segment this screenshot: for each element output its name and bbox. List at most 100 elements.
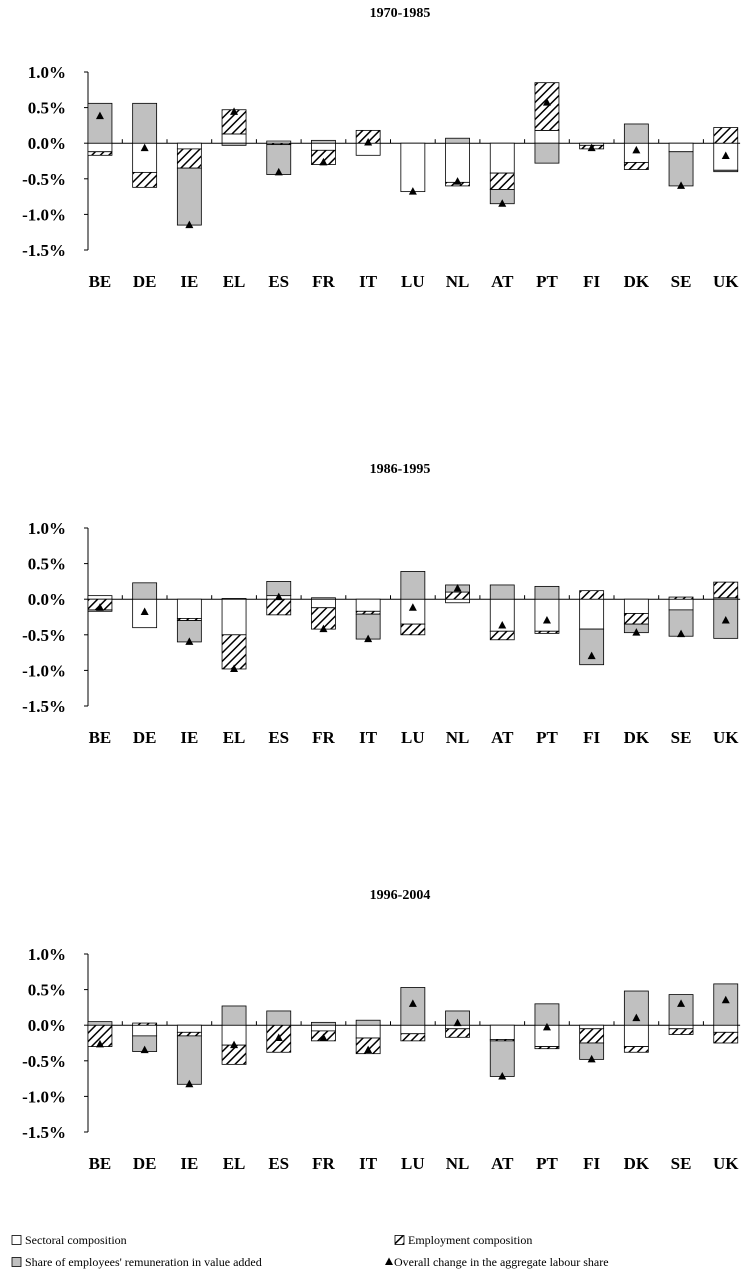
marker	[632, 145, 641, 154]
bar-segment	[489, 630, 515, 641]
bar-segment	[87, 595, 113, 600]
marker	[364, 634, 373, 643]
legend-label: Sectoral composition	[25, 1233, 127, 1247]
marker	[95, 111, 104, 120]
x-tick-label: ES	[268, 1154, 289, 1173]
marker	[677, 629, 686, 638]
bar-segment	[132, 1022, 158, 1026]
bar-segment	[311, 1021, 336, 1026]
bar-segment	[534, 142, 560, 164]
bar-segment	[623, 162, 649, 170]
bar-segment	[579, 628, 605, 666]
x-tick-label: IE	[180, 272, 198, 291]
x-tick-label: NL	[446, 272, 470, 291]
bar-segment	[176, 1031, 202, 1037]
bar-segment	[87, 1021, 113, 1026]
bar-segment	[623, 613, 649, 625]
marker	[632, 628, 641, 636]
marker	[230, 664, 239, 672]
bar-segment	[221, 598, 247, 600]
bar-segment	[400, 623, 426, 636]
x-tick-label: BE	[89, 1154, 112, 1173]
y-tick-label: -1.0%	[22, 1087, 66, 1106]
marker	[140, 1045, 149, 1054]
x-tick-label: NL	[446, 728, 470, 747]
bar-segment	[311, 598, 336, 609]
y-tick-label: -1.5%	[22, 697, 66, 716]
x-tick-label: SE	[671, 272, 692, 291]
x-tick-label: AT	[491, 1154, 514, 1173]
marker	[140, 143, 149, 152]
bar-segment	[713, 169, 739, 173]
x-tick-label: EL	[223, 1154, 246, 1173]
marker	[498, 199, 507, 207]
marker	[95, 1039, 104, 1048]
legend-swatch	[11, 1235, 22, 1245]
marker	[542, 98, 551, 106]
bar-segment	[311, 1024, 336, 1032]
marker	[453, 1018, 462, 1027]
bar-segment	[668, 142, 694, 153]
y-tick-label: 1.0%	[28, 63, 66, 82]
bar-segment	[221, 598, 247, 636]
bar-segment	[355, 1024, 381, 1039]
y-tick-label: 0.0%	[28, 1016, 66, 1035]
x-tick-label: UK	[713, 272, 739, 291]
bar-segment	[534, 585, 560, 600]
bar-segment	[221, 1005, 247, 1026]
bar-segment	[534, 82, 560, 131]
bar-segment	[445, 142, 470, 183]
bar-segment	[176, 598, 202, 619]
marker	[274, 1033, 283, 1042]
x-tick-label: EL	[223, 272, 246, 291]
marker	[632, 1013, 641, 1022]
x-tick-label: ES	[268, 272, 289, 291]
bar-segment	[489, 584, 515, 600]
marker	[364, 137, 373, 146]
x-tick-label: IE	[180, 728, 198, 747]
marker	[408, 603, 417, 611]
y-tick-label: 0.0%	[28, 590, 66, 609]
chart-title: 1986-1995	[370, 462, 431, 477]
marker	[453, 177, 462, 185]
bar-segment	[489, 172, 515, 190]
x-tick-label: PT	[536, 1154, 558, 1173]
bar-segment	[400, 598, 426, 625]
marker	[542, 616, 551, 624]
chart-title: 1970-1985	[370, 6, 431, 21]
chart-title: 1996-2004	[370, 888, 431, 903]
x-tick-label: IE	[180, 1154, 198, 1173]
legend-swatch	[11, 1257, 22, 1267]
marker	[721, 616, 730, 624]
legend-swatch	[394, 1235, 405, 1245]
x-tick-label: FR	[312, 728, 335, 747]
bar-segment	[623, 1046, 649, 1053]
marker	[677, 999, 686, 1007]
x-tick-label: LU	[401, 272, 425, 291]
marker	[230, 107, 239, 115]
bar-segment	[668, 596, 694, 600]
marker	[274, 167, 283, 176]
bar-segment	[445, 137, 470, 144]
bar-segment	[355, 610, 381, 615]
x-tick-label: NL	[446, 1154, 470, 1173]
bar-segment	[132, 582, 158, 600]
bar-segment	[132, 171, 158, 188]
x-tick-label: BE	[89, 272, 112, 291]
marker	[498, 1071, 507, 1080]
x-tick-label: DK	[624, 728, 650, 747]
legend-marker	[385, 1257, 393, 1265]
x-tick-label: FI	[583, 728, 600, 747]
x-tick-label: BE	[89, 728, 112, 747]
legend-label: Share of employees' remuneration in valu…	[25, 1255, 262, 1269]
x-tick-label: AT	[491, 272, 514, 291]
bar-segment	[534, 1003, 560, 1026]
y-tick-label: -0.5%	[22, 170, 66, 189]
bar-segment	[87, 151, 113, 156]
y-tick-label: -1.5%	[22, 241, 66, 260]
bar-segment	[668, 1028, 694, 1035]
bar-segment	[87, 102, 113, 144]
y-tick-label: -1.5%	[22, 1123, 66, 1142]
bar-segment	[668, 151, 694, 187]
bar-segment	[668, 1024, 694, 1030]
